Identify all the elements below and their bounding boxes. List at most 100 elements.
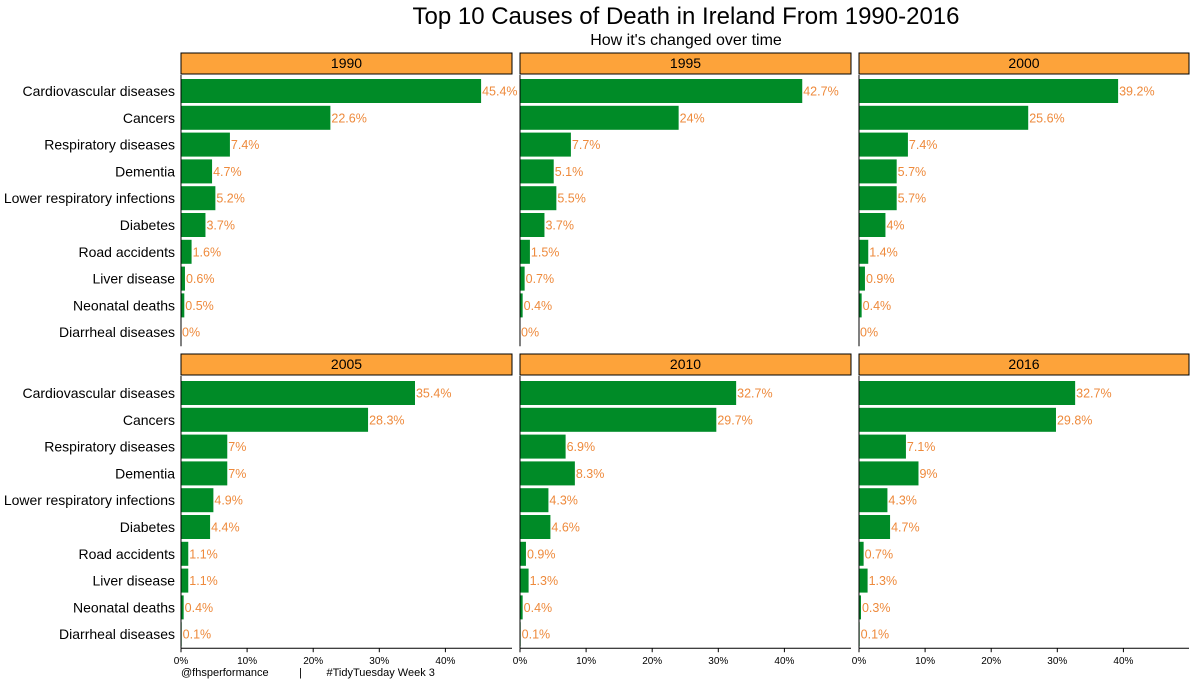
bar-2010-6 [520,541,526,566]
bar-2016-6 [859,541,864,566]
category-label: Lower respiratory infections [4,492,175,508]
bar-value-label: 0% [182,326,200,340]
bar-value-label: 3.7% [545,219,574,233]
bar-value-label: 32.7% [1076,387,1111,401]
facet-strip-1990 [180,52,513,75]
bar-value-label: 29.7% [717,413,752,427]
bar-value-label: 4.6% [551,521,580,535]
bar-value-label: 6.9% [567,440,596,454]
bar-value-label: 0.9% [527,547,556,561]
facet-label-1990: 1990 [331,55,362,71]
bar-value-label: 1.3% [530,574,559,588]
bar-value-label: 4.3% [549,494,578,508]
bar-2016-5 [859,515,891,539]
bar-2005-7 [181,568,189,593]
bar-value-label: 24% [680,111,705,125]
bar-2005-6 [181,541,189,566]
bar-2000-5 [859,213,886,237]
bar-1995-4 [520,186,557,211]
bar-value-label: 5.7% [898,192,927,206]
bar-2000-4 [859,186,897,211]
bar-value-label: 7% [228,440,246,454]
bar-2016-4 [859,488,888,513]
category-label: Diabetes [120,519,175,535]
bar-value-label: 0.7% [526,272,555,286]
bar-value-label: 4.4% [211,521,240,535]
bar-value-label: 0.4% [863,299,892,313]
bar-2016-0 [859,381,1076,405]
bar-2010-5 [520,515,551,539]
bar-2010-7 [520,568,529,593]
bar-value-label: 4.3% [888,494,917,508]
bar-value-label: 0% [860,326,878,340]
category-label: Lower respiratory infections [4,190,175,206]
x-tick-label: 20% [642,656,662,667]
bar-2010-8 [520,595,523,620]
bar-1990-0 [181,79,482,103]
facet-label-2000: 2000 [1008,55,1039,71]
category-label: Respiratory diseases [44,137,175,153]
bar-1990-8 [181,293,185,318]
bar-2005-8 [181,595,184,620]
category-label: Road accidents [78,244,175,260]
bar-2016-7 [859,568,868,593]
bar-value-label: 1.1% [189,547,218,561]
bar-2005-3 [181,461,228,486]
panel-2010: 2010 32.7% 29.7% 6.9% 8.3% 4.3% 4.6% 0.9% 1.3% 0.… [513,353,852,667]
facet-strip-2010 [519,353,852,376]
bar-value-label: 35.4% [416,387,451,401]
bar-2016-8 [859,595,861,620]
bar-2010-4 [520,488,549,513]
panel-1990: 1990 45.4% 22.6% 7.4% 4.7% 5.2% 3.7% 1.6% 0.6% 0.… [4,52,518,347]
bar-1990-6 [181,239,192,264]
bar-2005-1 [181,407,369,432]
bar-1990-2 [181,132,230,157]
x-tick-label: 40% [435,656,455,667]
bar-2000-7 [859,266,865,291]
x-tick-label: 0% [852,656,867,667]
facet-strip-1995 [519,52,852,75]
category-label: Liver disease [93,271,176,287]
bar-1995-7 [520,266,525,291]
bar-2000-1 [859,105,1029,130]
facet-label-2010: 2010 [670,356,701,372]
bar-1995-5 [520,213,545,237]
bar-value-label: 4.7% [213,165,242,179]
bar-value-label: 0.6% [186,272,215,286]
bar-2010-2 [520,434,566,459]
panels-layer: 1990 45.4% 22.6% 7.4% 4.7% 5.2% 3.7% 1.6% 0.6% 0.… [4,52,1190,667]
bar-2000-0 [859,79,1119,103]
facet-label-1995: 1995 [670,55,701,71]
bar-2005-2 [181,434,228,459]
bar-2000-3 [859,159,897,184]
x-tick-label: 20% [303,656,323,667]
category-label: Cardiovascular diseases [22,385,175,401]
category-label: Neonatal deaths [73,599,175,615]
bar-1990-1 [181,105,331,130]
bar-2016-3 [859,461,919,486]
bar-value-label: 9% [919,467,937,481]
bar-value-label: 5.5% [557,192,586,206]
bar-value-label: 0.7% [865,547,894,561]
bar-value-label: 42.7% [803,85,838,99]
facet-label-2016: 2016 [1008,356,1039,372]
x-tick-label: 0% [513,656,528,667]
facet-strip-2005 [180,353,513,376]
bar-value-label: 32.7% [737,387,772,401]
x-tick-label: 30% [708,656,728,667]
bar-value-label: 1.6% [193,245,222,259]
bar-value-label: 1.1% [189,574,218,588]
facet-strip-2016 [858,353,1190,376]
bar-1990-5 [181,213,206,237]
bar-value-label: 0.9% [866,272,895,286]
chart-subtitle: How it's changed over time [590,32,782,49]
category-label: Cancers [123,110,175,126]
bar-value-label: 1.4% [869,245,898,259]
facet-strip-2000 [858,52,1190,75]
category-label: Diarrheal diseases [59,324,175,340]
bar-value-label: 0.5% [185,299,214,313]
bar-value-label: 4% [886,219,904,233]
category-label: Cancers [123,412,175,428]
